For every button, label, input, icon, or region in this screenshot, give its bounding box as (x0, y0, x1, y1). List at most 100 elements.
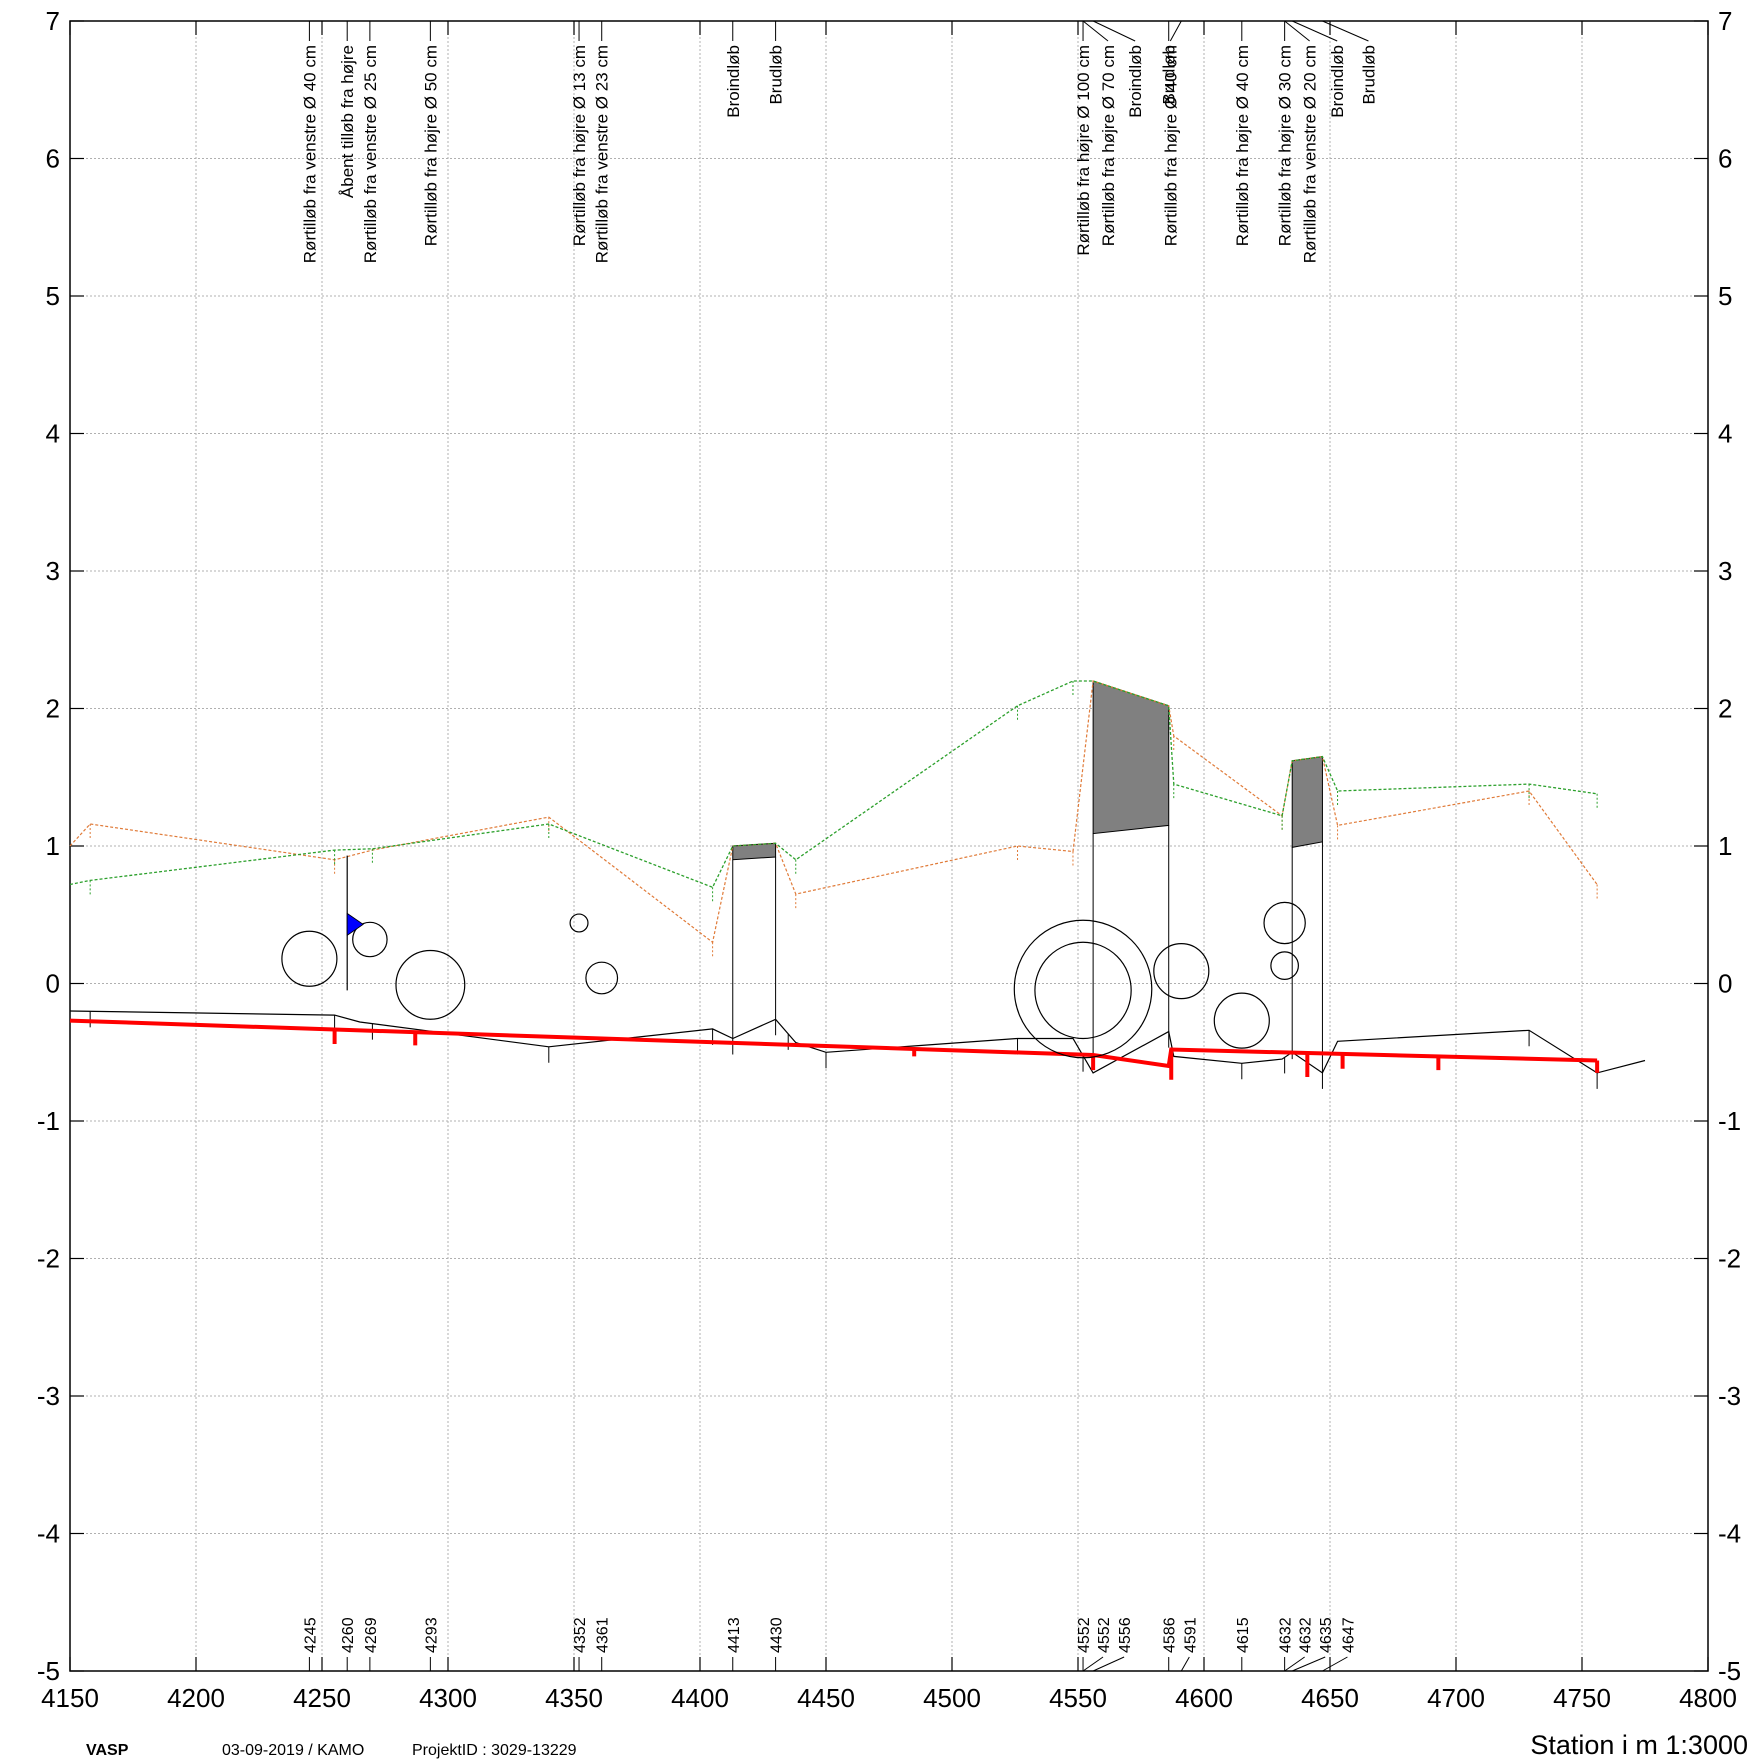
pipe-inlet-circle (395, 949, 466, 1020)
feature-leader (1322, 20, 1369, 42)
bottom-line (69, 1010, 1646, 1074)
y-tick-label-left: 6 (46, 144, 60, 174)
x-tick-label: 4550 (1049, 1683, 1107, 1713)
x-tick-label: 4600 (1175, 1683, 1233, 1713)
station-label: 4430 (769, 1617, 786, 1653)
x-tick-label: 4450 (797, 1683, 855, 1713)
y-tick-label-right: 6 (1718, 144, 1732, 174)
feature-label: Rørtilløb fra højre Ø 70 cm (1099, 45, 1118, 246)
feature-label: Rørtilløb fra venstre Ø 23 cm (593, 45, 612, 263)
y-tick-label-left: -3 (37, 1381, 60, 1411)
project-id: ProjektID : 3029-13229 (412, 1742, 577, 1759)
x-tick-label: 4250 (293, 1683, 351, 1713)
station-label: 4361 (595, 1617, 612, 1653)
feature-label: Rørtilløb fra venstre Ø 25 cm (361, 45, 380, 263)
station-label: 4269 (363, 1617, 380, 1653)
station-label: 4635 (1318, 1617, 1335, 1653)
y-tick-label-left: 0 (46, 969, 60, 999)
feature-label: Rørtilløb fra højre Ø 100 cm (1074, 45, 1093, 256)
pipe-inlet-circle (1263, 901, 1306, 945)
station-label: 4632 (1278, 1617, 1295, 1653)
station-label: 4260 (340, 1617, 357, 1653)
grid-lines (70, 21, 1708, 1671)
station-leader (1092, 1656, 1125, 1672)
feature-label: Brudløb (1160, 45, 1179, 105)
pipe-inlet-circle (281, 930, 338, 987)
station-label: 4413 (726, 1617, 743, 1653)
pipe-inlet-circle (585, 961, 619, 995)
y-tick-label-right: 3 (1718, 556, 1732, 586)
station-label: 4591 (1182, 1617, 1199, 1653)
y-tick-label-right: -2 (1718, 1244, 1741, 1274)
station-leader (1292, 1656, 1326, 1672)
x-tick-label: 4750 (1553, 1683, 1611, 1713)
y-tick-label-right: 0 (1718, 969, 1732, 999)
x-tick-label: 4300 (419, 1683, 477, 1713)
y-tick-label-left: -4 (37, 1519, 60, 1549)
station-label: 4245 (302, 1617, 319, 1653)
feature-leader (1284, 20, 1310, 42)
x-tick-label: 4400 (671, 1683, 729, 1713)
right-bank-line (69, 680, 1598, 889)
station-label: 4632 (1298, 1617, 1315, 1653)
water-level-marker (346, 912, 364, 937)
station-leader (1322, 1656, 1348, 1672)
feature-leader (1082, 20, 1109, 42)
culvert-deck (1291, 756, 1323, 848)
y-tick-label-right: -5 (1718, 1656, 1741, 1686)
station-leader (1082, 1656, 1104, 1672)
station-label: 4552 (1096, 1617, 1113, 1653)
feature-label: Rørtilløb fra højre Ø 50 cm (421, 45, 440, 246)
y-tick-label-right: 2 (1718, 694, 1732, 724)
feature-leader (1291, 20, 1338, 42)
pipe-inlet-circle (1213, 992, 1270, 1049)
regulation-line (69, 1018, 1598, 1069)
x-tick-label: 4200 (167, 1683, 225, 1713)
pipe-inlet-circle (1153, 943, 1210, 1000)
y-tick-label-left: 3 (46, 556, 60, 586)
scale-label: Station i m 1:3000 (1530, 1730, 1748, 1760)
y-tick-label-left: -2 (37, 1244, 60, 1274)
feature-label: Åbent tilløb fra højre (338, 45, 357, 198)
y-tick-label-left: 1 (46, 831, 60, 861)
pipe-inlet-circle (1034, 941, 1132, 1040)
x-tick-label: 4800 (1679, 1683, 1737, 1713)
station-label: 4647 (1340, 1617, 1357, 1653)
station-label: 4615 (1235, 1617, 1252, 1653)
feature-label: Rørtilløb fra venstre Ø 40 cm (300, 45, 319, 263)
feature-label: Broindløb (1328, 45, 1347, 118)
station-leader (1180, 1656, 1190, 1672)
feature-label: Brudløb (767, 45, 786, 105)
station-label: 4556 (1117, 1617, 1134, 1653)
axis-ticks: 4150 4200 4250 4300 4350 4400 4450 4500 4550 4600… (37, 6, 1741, 1713)
x-tick-label: 4150 (41, 1683, 99, 1713)
pipe-inlet-circle (1013, 919, 1153, 1059)
station-label: 4352 (572, 1617, 589, 1653)
left-bank-line (69, 680, 1598, 944)
feature-leader (1169, 20, 1182, 42)
station-label: 4552 (1076, 1617, 1093, 1653)
feature-leader (1092, 20, 1136, 42)
feature-label: Rørtilløb fra højre Ø 40 cm (1161, 45, 1180, 246)
y-tick-label-right: 5 (1718, 281, 1732, 311)
y-tick-label-left: 4 (46, 419, 60, 449)
date-user: 03-09-2019 / KAMO (222, 1742, 365, 1759)
feature-label: Rørtilløb fra højre Ø 13 cm (570, 45, 589, 246)
y-tick-label-right: -3 (1718, 1381, 1741, 1411)
y-tick-label-right: -1 (1718, 1106, 1741, 1136)
station-label: 4586 (1162, 1617, 1179, 1653)
feature-label: Rørtilløb fra venstre Ø 20 cm (1301, 45, 1320, 263)
y-tick-label-left: -5 (37, 1656, 60, 1686)
y-tick-label-left: 5 (46, 281, 60, 311)
feature-label: Broindløb (1126, 45, 1145, 118)
feature-label: Rørtilløb fra højre Ø 30 cm (1276, 45, 1295, 246)
x-tick-label: 4650 (1301, 1683, 1359, 1713)
feature-label: Rørtilløb fra højre Ø 40 cm (1233, 45, 1252, 246)
y-tick-label-right: 4 (1718, 419, 1732, 449)
program-name: VASP (86, 1742, 129, 1759)
x-tick-label: 4700 (1427, 1683, 1485, 1713)
y-tick-label-right: -4 (1718, 1519, 1741, 1549)
y-tick-label-left: 2 (46, 694, 60, 724)
feature-label: Broindløb (724, 45, 743, 118)
